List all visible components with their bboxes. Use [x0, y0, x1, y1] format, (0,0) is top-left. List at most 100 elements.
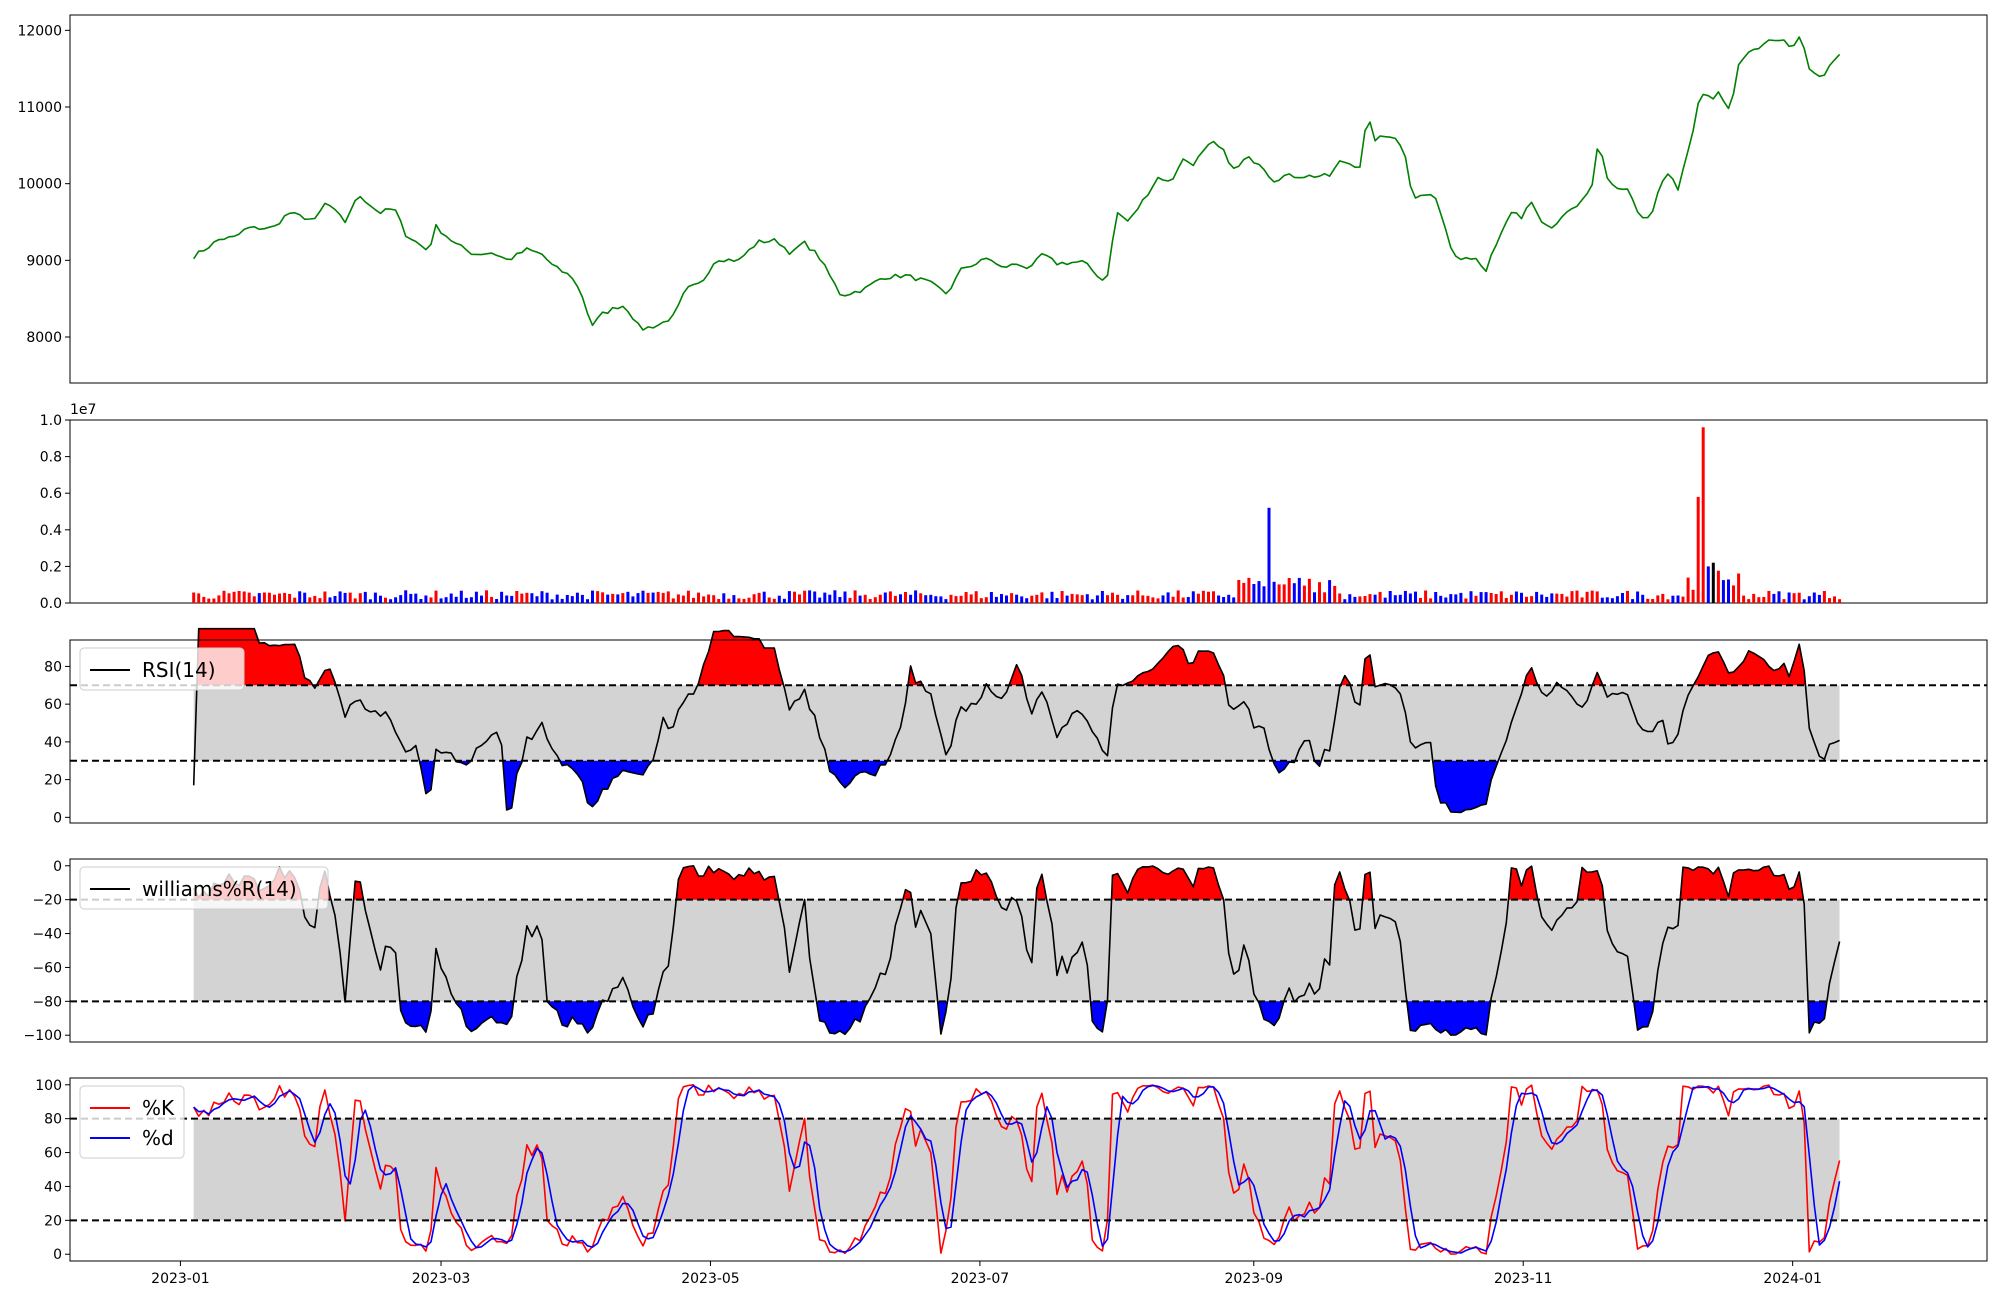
stoch-legend-label: %d	[142, 1126, 174, 1150]
volume-bar	[661, 592, 665, 603]
volume-bar	[434, 590, 438, 603]
volume-bar	[888, 591, 892, 603]
stoch-ytick-label: 40	[44, 1179, 62, 1195]
williams-overbought-fill	[1036, 874, 1047, 900]
volume-bar	[454, 596, 458, 603]
price-ytick-label: 10000	[17, 177, 62, 193]
volume-bar	[1520, 592, 1523, 603]
volume-bar	[949, 594, 953, 603]
volume-bar	[964, 592, 968, 603]
volume-bar	[348, 592, 352, 603]
volume-bar	[787, 591, 791, 603]
volume-bar	[757, 592, 761, 603]
volume-bar	[207, 598, 211, 603]
volume-bar	[333, 596, 337, 603]
volume-bar	[1600, 597, 1604, 603]
volume-bar	[555, 594, 559, 603]
volume-bar	[1025, 598, 1029, 603]
volume-bar	[424, 595, 428, 603]
rsi-overbought-fill	[1009, 664, 1024, 686]
volume-bar	[353, 598, 357, 603]
volume-bar	[793, 591, 796, 603]
volume-bar	[1641, 594, 1645, 603]
volume-bar	[1580, 597, 1584, 603]
volume-bar	[237, 591, 241, 603]
volume-bar	[1499, 591, 1503, 603]
volume-bar	[1565, 596, 1569, 603]
volume-bar	[1550, 593, 1554, 603]
volume-bar	[1287, 578, 1291, 603]
volume-bar	[1161, 595, 1165, 603]
volume-bar	[1737, 573, 1741, 603]
rsi-oversold-fill	[502, 760, 523, 810]
volume-bar	[389, 599, 393, 603]
x-tick-label: 2023-03	[412, 1271, 471, 1287]
volume-bar	[686, 590, 690, 603]
volume-bar	[1318, 582, 1321, 603]
volume-bar	[873, 597, 877, 603]
volume-bar	[1045, 598, 1049, 603]
volume-bar	[1509, 594, 1513, 603]
williams-oversold-fill	[399, 1001, 432, 1033]
volume-bar	[1585, 591, 1589, 603]
stoch-ytick-label: 100	[35, 1078, 62, 1094]
volume-bar	[707, 594, 711, 603]
volume-bar	[1100, 591, 1104, 603]
volume-bar	[404, 590, 408, 603]
volume-bar	[247, 592, 251, 603]
volume-bar	[1166, 592, 1170, 603]
volume-bar	[1449, 594, 1453, 603]
volume-bar	[1353, 596, 1357, 603]
volume-bar	[848, 597, 852, 603]
volume-ytick-label: 0.0	[40, 596, 62, 612]
volume-bar	[1661, 593, 1665, 603]
volume-bar	[1191, 591, 1195, 603]
volume-bar	[232, 591, 236, 603]
volume-bar	[843, 591, 847, 603]
volume-bar	[222, 590, 226, 603]
volume-bar	[1333, 585, 1337, 603]
volume-bar	[1328, 580, 1332, 603]
volume-bar	[293, 597, 297, 603]
volume-bar	[631, 596, 635, 603]
volume-bar	[1121, 598, 1125, 603]
volume-bar	[313, 595, 317, 603]
volume-bar	[959, 595, 963, 603]
volume-bar	[868, 599, 872, 603]
volume-bar	[803, 590, 807, 603]
volume-bar	[1782, 599, 1786, 603]
volume-bar	[1727, 579, 1730, 603]
x-tick-label: 2024-01	[1763, 1271, 1822, 1287]
volume-bar	[212, 598, 216, 603]
price-ytick-label: 12000	[17, 23, 62, 39]
volume-bar	[1060, 591, 1064, 603]
rsi-ytick-label: 0	[53, 810, 62, 826]
volume-bar	[1201, 590, 1205, 603]
stoch-ytick-label: 20	[44, 1213, 62, 1229]
volume-bar	[1212, 591, 1215, 603]
volume-bar	[1464, 598, 1468, 603]
volume-bar	[373, 592, 377, 603]
volume-bar	[798, 594, 801, 603]
volume-bar	[530, 593, 534, 603]
volume-bar	[1752, 593, 1756, 603]
volume-bar	[914, 590, 918, 603]
volume-bar	[1343, 599, 1347, 603]
volume-bar	[469, 597, 473, 603]
stoch-ytick-label: 60	[44, 1146, 62, 1162]
volume-bar	[1141, 595, 1145, 603]
volume-bar	[1792, 593, 1796, 603]
volume-bar	[762, 591, 766, 603]
volume-bar	[1292, 583, 1296, 603]
rsi-line	[192, 627, 1840, 814]
volume-bar	[1146, 595, 1150, 603]
volume-bar	[1459, 592, 1463, 603]
volume-bar	[1408, 593, 1412, 603]
volume-bar	[278, 593, 281, 603]
volume-bar	[540, 591, 544, 603]
volume-bar	[924, 595, 928, 603]
volume-bar	[1540, 594, 1544, 603]
volume-bar	[1277, 584, 1281, 603]
volume-bar	[1833, 596, 1836, 603]
volume-bar	[1469, 591, 1473, 603]
